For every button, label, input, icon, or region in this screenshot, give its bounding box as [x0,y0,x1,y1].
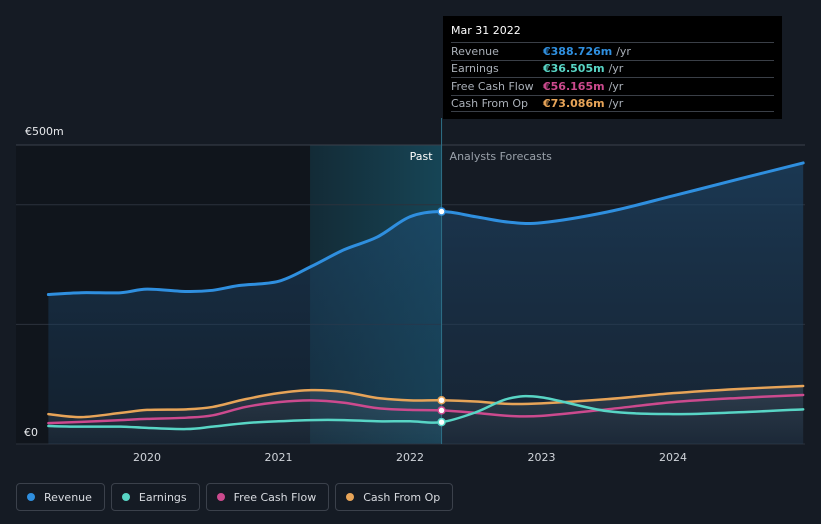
tooltip-row-unit: /yr [608,96,624,110]
legend-item-free-cash-flow[interactable]: Free Cash Flow [205,483,330,511]
series-line-earnings [47,394,805,431]
legend-dot-icon [216,493,225,501]
series-line-free-cash-flow [47,393,805,425]
past-label: Past [410,150,434,163]
x-tick-label: 2020 [133,451,161,464]
marker-free-cash-flow [437,406,446,415]
legend-label: Earnings [138,490,187,504]
series-line-cash-from-op [47,384,805,419]
tooltip-date: Mar 31 2022 [451,24,521,37]
tooltip-row-value: €388.726m [543,44,613,58]
tooltip-row-label: Revenue [451,44,499,58]
chart-legend: Revenue Earnings Free Cash Flow Cash From O… [16,483,454,511]
legend-label: Free Cash Flow [233,490,317,504]
legend-dot-icon [346,493,355,501]
legend-item-revenue[interactable]: Revenue [16,483,105,511]
legend-dot-icon [121,493,130,501]
tooltip-row-unit: /yr [616,44,631,58]
tooltip-row-unit: /yr [608,62,624,76]
marker-revenue [437,207,446,216]
tooltip-row-label: Earnings [451,62,499,76]
x-tick-label: 2024 [659,451,687,464]
series-line-revenue [46,161,805,296]
tooltip-row: Revenue €388.726m/yr [451,42,774,60]
revenue-area [48,162,804,444]
x-tick-label: 2021 [265,451,293,464]
tooltip-row: Earnings €36.505m/yr [451,59,774,78]
forecast-label: Analysts Forecasts [450,150,553,163]
tooltip-row: Cash From Op €73.086m/yr [451,94,774,112]
legend-item-earnings[interactable]: Earnings [110,483,200,511]
y-axis-zero-label: €0 [24,426,38,439]
tooltip-row-label: Cash From Op [451,96,529,110]
tooltip-row: Free Cash Flow €56.165m/yr [451,77,774,95]
legend-item-cash-from-op[interactable]: Cash From Op [335,483,454,511]
tooltip-row-value: €36.505m [543,62,605,76]
marker-cash-from-op [437,396,446,405]
x-tick-label: 2022 [396,451,424,464]
tooltip-row-value: €56.165m [543,79,605,93]
y-axis-top-label: €500m [25,125,64,138]
tooltip-row-label: Free Cash Flow [451,79,534,93]
cashflow-area [48,385,804,444]
tooltip-row-unit: /yr [608,79,624,93]
data-tooltip: Mar 31 2022 Revenue €388.726m/yr Earnings €… [443,16,782,119]
tooltip-row-value: €73.086m [543,96,605,110]
legend-label: Cash From Op [363,490,441,504]
legend-label: Revenue [44,490,92,504]
x-tick-label: 2023 [528,451,556,464]
legend-dot-icon [27,493,35,501]
marker-earnings [437,417,446,427]
